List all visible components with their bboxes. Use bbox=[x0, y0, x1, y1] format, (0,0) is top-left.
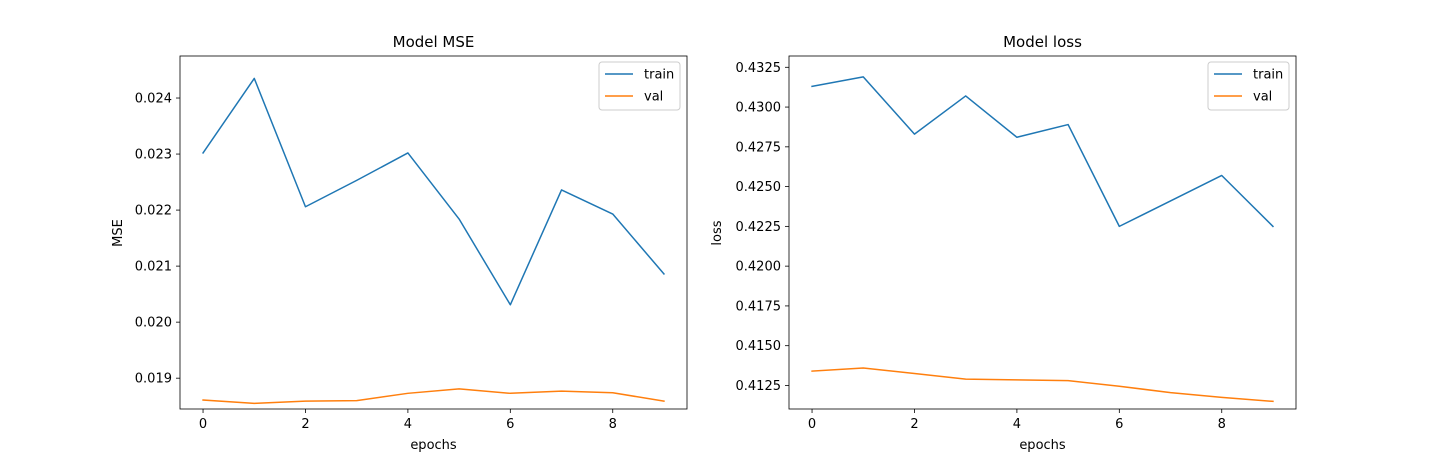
x-tick-label: 6 bbox=[1115, 417, 1123, 432]
y-tick-label: 0.4250 bbox=[736, 180, 782, 195]
x-tick-label: 8 bbox=[1218, 417, 1226, 432]
y-tick-label: 0.021 bbox=[135, 260, 172, 275]
panel-model-mse: Model MSE epochs MSE 0 2 4 6 8 0.019 0.020 0.02… bbox=[111, 33, 688, 453]
plot-frame bbox=[788, 55, 1297, 410]
y-tick-label: 0.019 bbox=[135, 372, 172, 387]
x-tick-label: 2 bbox=[301, 417, 309, 432]
y-tick-label: 0.4225 bbox=[736, 220, 782, 235]
panel-model-loss: Model loss epochs loss 0 2 4 6 8 0.4125 0.4150… bbox=[710, 33, 1297, 453]
y-tick-label: 0.023 bbox=[135, 148, 172, 163]
x-tick-label: 6 bbox=[506, 417, 514, 432]
legend-label-train: train bbox=[1253, 68, 1283, 83]
x-axis-label: epochs bbox=[410, 438, 457, 453]
chart-title: Model loss bbox=[1003, 33, 1082, 51]
legend-label-train: train bbox=[644, 68, 674, 83]
x-tick-label: 2 bbox=[910, 417, 918, 432]
series-line-val bbox=[202, 388, 665, 405]
y-tick-label: 0.4300 bbox=[736, 101, 782, 116]
x-tick-label: 4 bbox=[1013, 417, 1021, 432]
x-tick-label: 8 bbox=[609, 417, 617, 432]
y-axis-label: MSE bbox=[111, 219, 126, 247]
x-tick-label: 0 bbox=[808, 417, 816, 432]
x-axis-label: epochs bbox=[1019, 438, 1066, 453]
y-tick-label: 0.4175 bbox=[736, 299, 782, 314]
y-tick-label: 0.020 bbox=[135, 316, 172, 331]
y-tick-label: 0.4325 bbox=[736, 61, 782, 76]
y-tick-label: 0.024 bbox=[135, 92, 172, 107]
y-tick-label: 0.4275 bbox=[736, 140, 782, 155]
series-line-train bbox=[202, 77, 666, 306]
legend-label-val: val bbox=[644, 90, 663, 105]
legend-label-val: val bbox=[1253, 90, 1272, 105]
legend: train val bbox=[1207, 61, 1290, 111]
y-tick-label: 0.022 bbox=[135, 204, 172, 219]
plot-frame bbox=[179, 55, 688, 410]
x-tick-label: 4 bbox=[404, 417, 412, 432]
series-line-train bbox=[811, 76, 1275, 228]
chart-title: Model MSE bbox=[393, 33, 475, 51]
y-tick-label: 0.4200 bbox=[736, 260, 782, 275]
y-tick-label: 0.4150 bbox=[736, 339, 782, 354]
y-tick-label: 0.4125 bbox=[736, 379, 782, 394]
series-line-val bbox=[811, 367, 1274, 403]
y-axis-label: loss bbox=[710, 220, 725, 245]
x-tick-label: 0 bbox=[199, 417, 207, 432]
legend: train val bbox=[598, 61, 681, 111]
